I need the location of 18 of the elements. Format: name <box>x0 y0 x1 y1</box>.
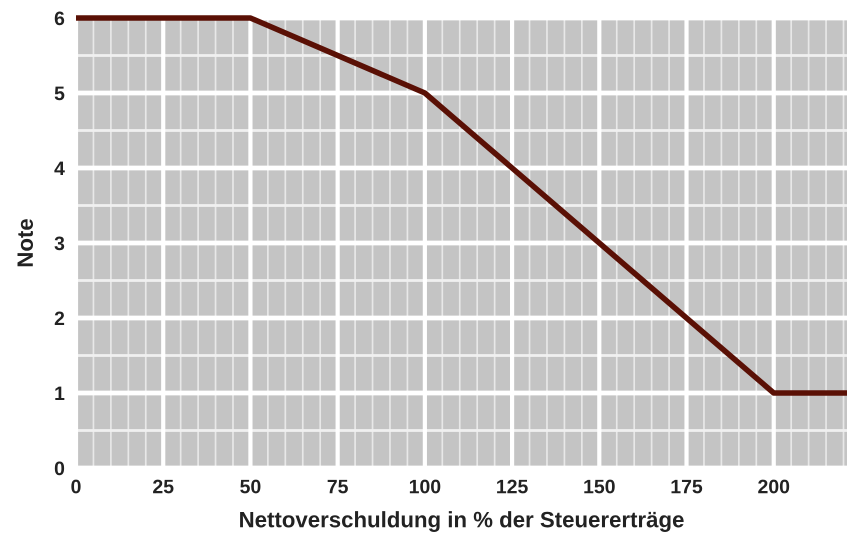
x-tick-label: 150 <box>584 480 615 494</box>
x-tick-label: 0 <box>71 480 81 494</box>
y-tick-label: 4 <box>54 162 65 176</box>
y-tick-label: 5 <box>54 86 64 100</box>
y-tick-label: 6 <box>54 11 64 26</box>
x-tick-label: 175 <box>672 480 702 494</box>
x-axis-title: Nettoverschuldung in % der Steuererträge <box>240 511 684 532</box>
x-tick-label: 125 <box>497 480 528 494</box>
x-tick-label: 200 <box>758 480 790 494</box>
y-axis-title: Note <box>18 219 34 266</box>
y-tick-label: 1 <box>55 386 64 400</box>
x-tick-label: 75 <box>328 480 348 494</box>
x-tick-label: 100 <box>410 480 440 494</box>
x-tick-label: 25 <box>153 480 174 494</box>
x-tick-label: 50 <box>240 480 260 494</box>
y-tick-label: 3 <box>54 236 64 250</box>
y-tick-label: 0 <box>54 461 64 476</box>
y-tick-label: 2 <box>54 311 64 326</box>
